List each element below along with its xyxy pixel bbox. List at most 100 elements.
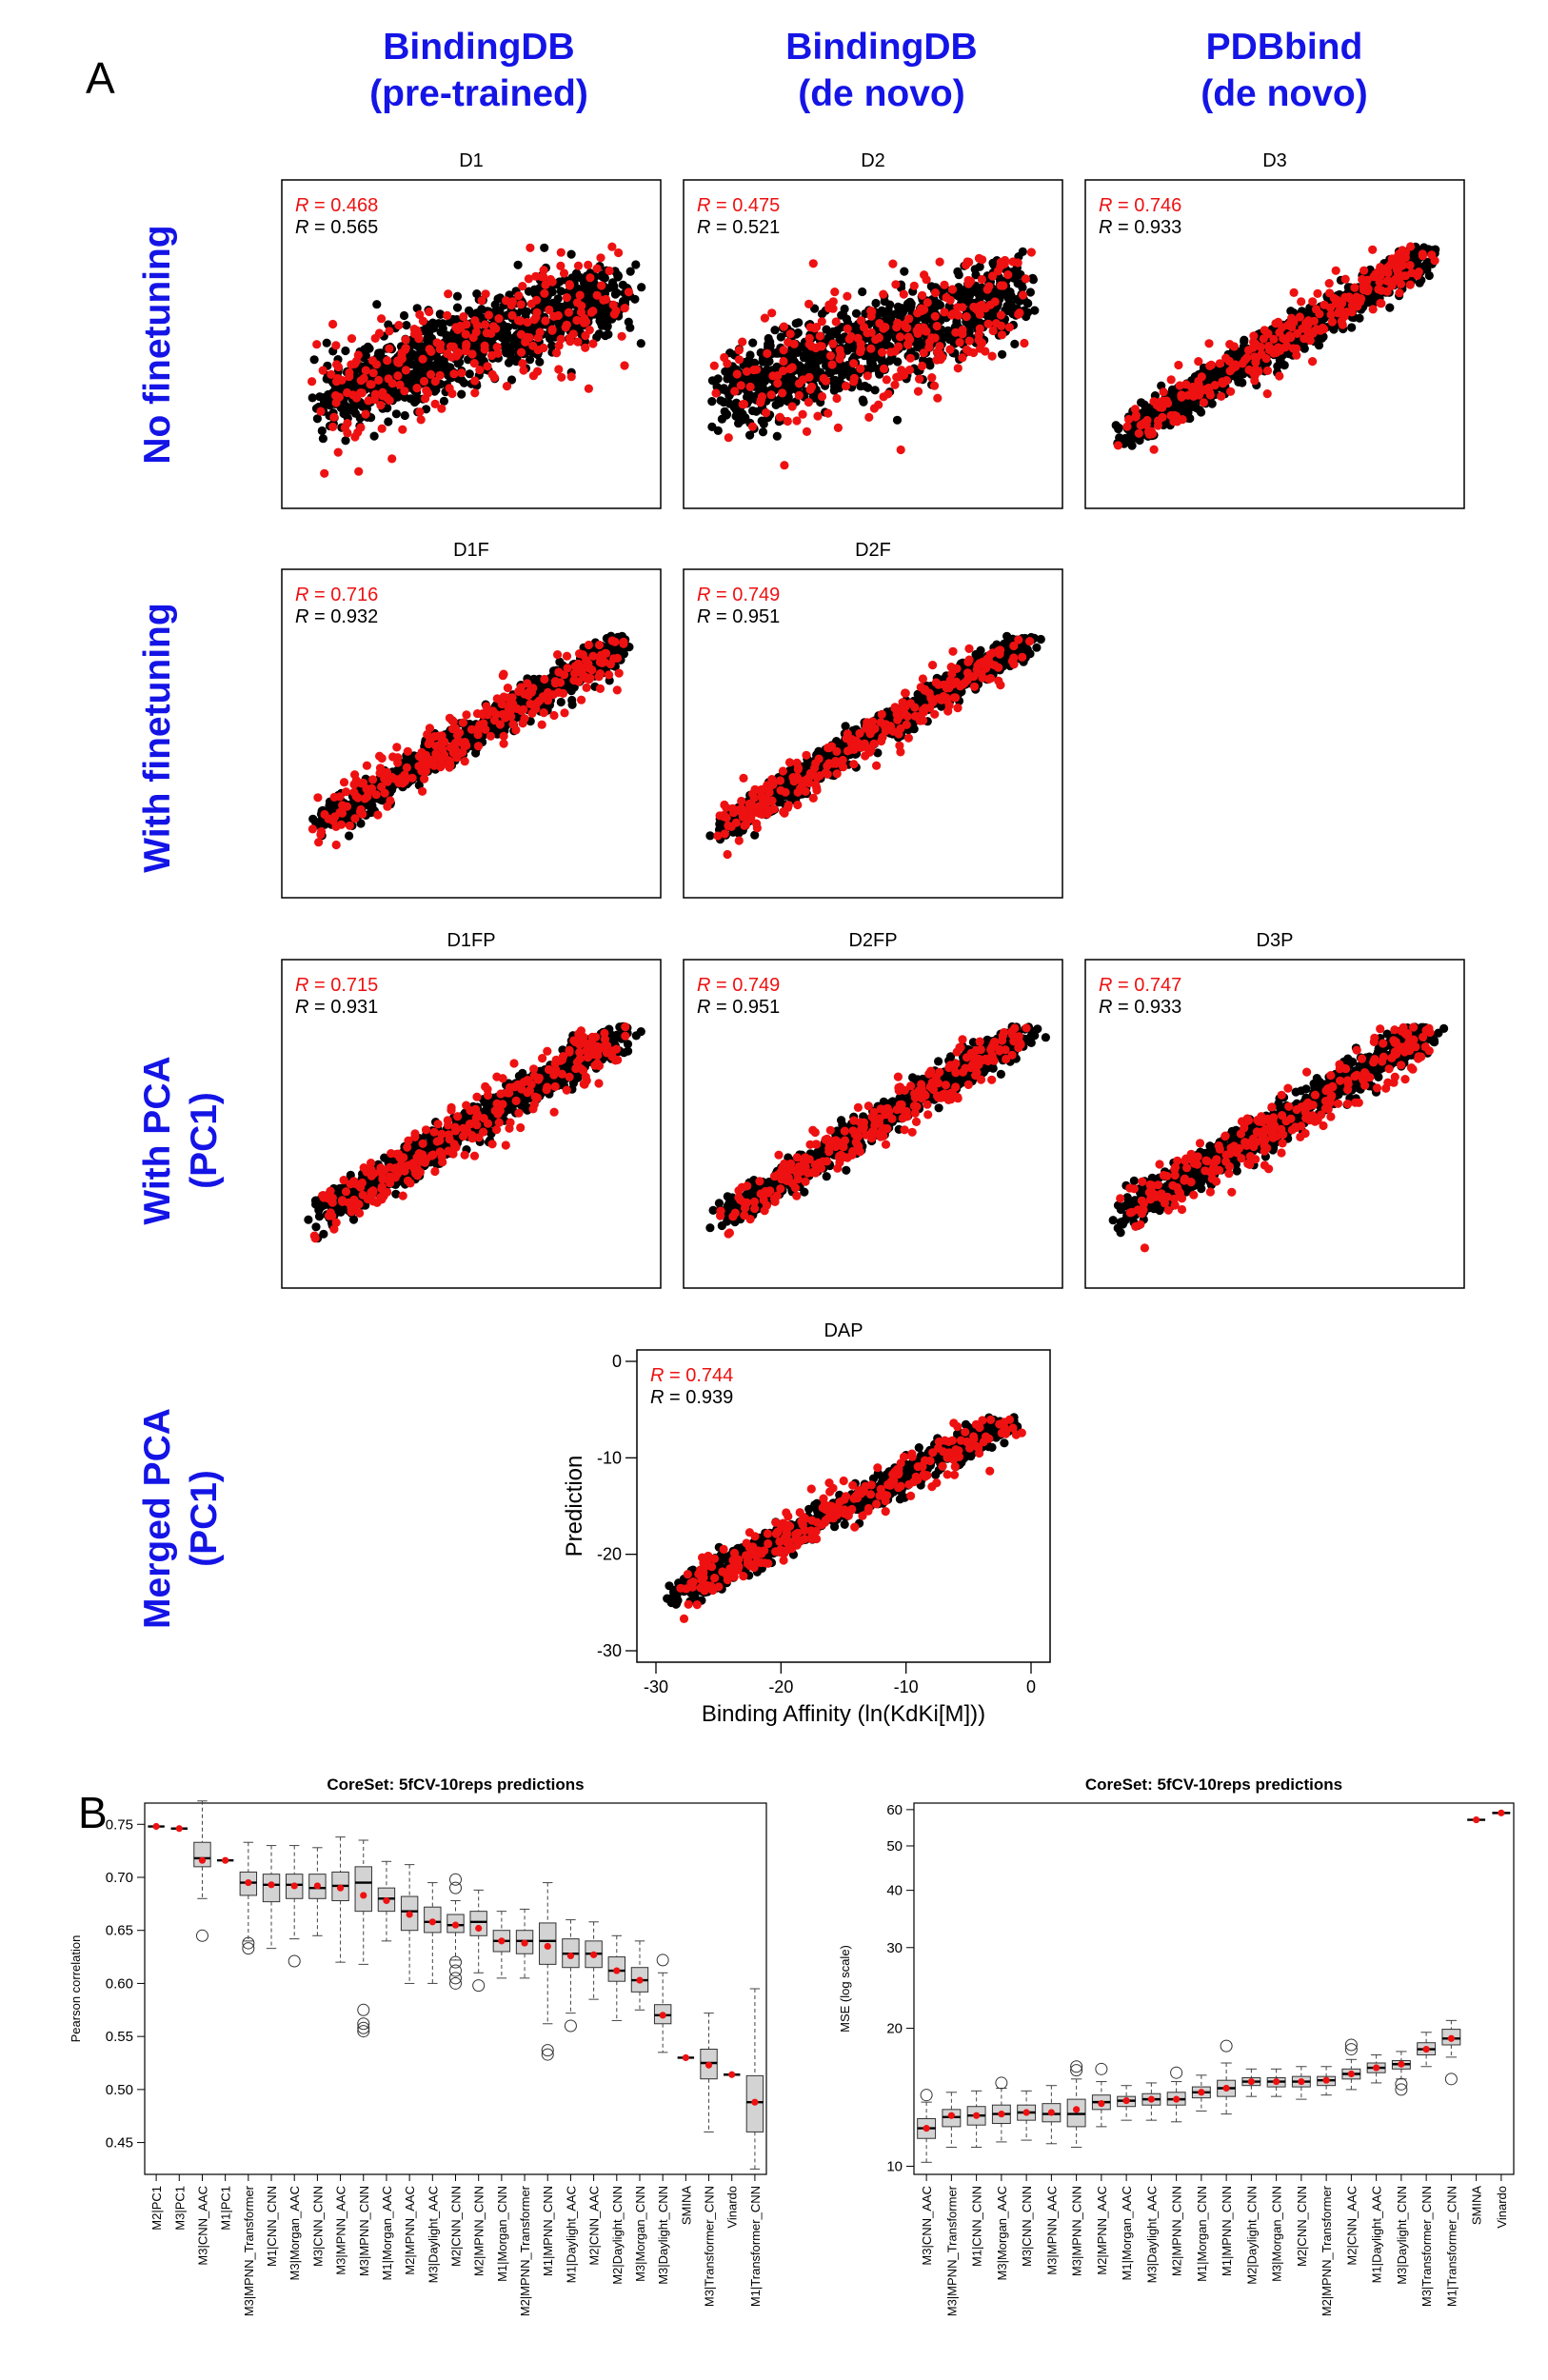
scatter-point <box>758 427 768 437</box>
scatter-point <box>1396 279 1406 288</box>
scatter-point <box>935 342 944 351</box>
scatter-point <box>863 383 873 392</box>
scatter-point <box>747 422 758 431</box>
scatter-point <box>909 281 919 290</box>
scatter-point <box>394 358 404 367</box>
scatter-point <box>553 294 563 304</box>
scatter-point <box>1144 429 1155 439</box>
scatter-point <box>513 260 523 269</box>
scatter-point <box>752 365 762 374</box>
scatter-point <box>1331 266 1340 275</box>
scatter-point <box>996 310 1005 320</box>
scatter-point <box>554 667 564 677</box>
scatter-point <box>473 742 484 751</box>
scatter-point <box>918 290 927 300</box>
scatter-point <box>322 338 331 347</box>
scatter-point <box>604 329 613 339</box>
scatter-point <box>883 333 892 343</box>
scatter-point <box>813 411 823 421</box>
scatter-point <box>535 327 545 337</box>
r-red-label: R = 0.749 <box>697 585 780 605</box>
scatter-point <box>339 778 349 787</box>
scatter-point <box>882 375 891 385</box>
scatter-point <box>601 294 611 305</box>
scatter-point <box>444 289 453 299</box>
scatter-point <box>1199 398 1208 407</box>
scatter-point <box>990 297 1000 307</box>
scatter-point <box>899 289 908 299</box>
scatter-point <box>462 320 471 329</box>
scatter-point <box>451 351 461 361</box>
scatter-point <box>439 396 448 406</box>
scatter-point <box>585 673 595 683</box>
scatter-point <box>794 318 804 327</box>
scatter-point <box>556 248 566 257</box>
scatter-point <box>400 387 409 396</box>
scatter-point <box>417 747 427 758</box>
scatter-point <box>828 297 838 307</box>
scatter-point <box>507 310 517 320</box>
scatter-point <box>595 684 605 694</box>
scatter-point <box>402 321 411 330</box>
scatter-point <box>1406 242 1416 251</box>
scatter-point <box>312 414 322 424</box>
scatter-point <box>1181 380 1191 389</box>
scatter-point <box>1155 403 1164 412</box>
scatter-point <box>1355 297 1364 307</box>
scatter-point <box>494 314 504 324</box>
scatter-point <box>734 346 744 355</box>
scatter-point <box>418 316 427 326</box>
scatter-point <box>991 319 1001 328</box>
scatter-point <box>597 281 606 290</box>
scatter-point <box>465 369 474 379</box>
scatter-point <box>1250 352 1260 362</box>
scatter-point <box>1204 339 1214 348</box>
scatter-point <box>425 345 434 354</box>
scatter-point <box>953 364 963 373</box>
scatter-point <box>1262 389 1272 399</box>
scatter-point <box>432 361 442 370</box>
scatter-point <box>401 344 410 353</box>
scatter-point <box>1340 311 1349 322</box>
scatter-point <box>977 300 986 309</box>
scatter-point <box>987 271 998 281</box>
scatter-point <box>1111 421 1121 430</box>
scatter-point <box>484 310 493 320</box>
scatter-point <box>849 373 860 383</box>
scatter-point <box>955 338 964 347</box>
scatter-point <box>1015 308 1024 318</box>
scatter-point <box>893 357 903 367</box>
scatter-point <box>345 821 354 830</box>
scatter-point <box>328 319 338 329</box>
scatter-point <box>1028 275 1038 285</box>
scatter-point <box>412 384 422 393</box>
scatter-point <box>401 366 410 375</box>
r-red-label: R = 0.475 <box>697 195 780 216</box>
scatter-point <box>400 410 409 421</box>
scatter-point <box>1326 310 1336 320</box>
scatter-point <box>1359 266 1369 275</box>
scatter-point <box>1409 249 1419 259</box>
scatter-point <box>547 277 557 287</box>
scatter-point <box>585 273 595 283</box>
scatter-point <box>773 379 783 388</box>
scatter-point <box>767 308 777 318</box>
scatter-point <box>400 777 409 786</box>
scatter-point <box>878 347 887 357</box>
scatter-point <box>1003 270 1013 280</box>
scatter-point <box>958 326 967 335</box>
scatter-point <box>879 364 889 373</box>
scatter-point <box>617 331 626 341</box>
scatter-point <box>838 309 848 319</box>
scatter-point <box>1217 391 1226 401</box>
scatter-point <box>1308 357 1318 367</box>
scatter-point <box>362 784 371 794</box>
scatter-point <box>549 710 559 721</box>
scatter-point <box>586 307 596 317</box>
scatter-point <box>594 329 605 339</box>
scatter-point <box>858 395 867 405</box>
scatter-point <box>308 393 317 403</box>
scatter-point <box>864 412 874 422</box>
scatter-point <box>312 340 322 349</box>
